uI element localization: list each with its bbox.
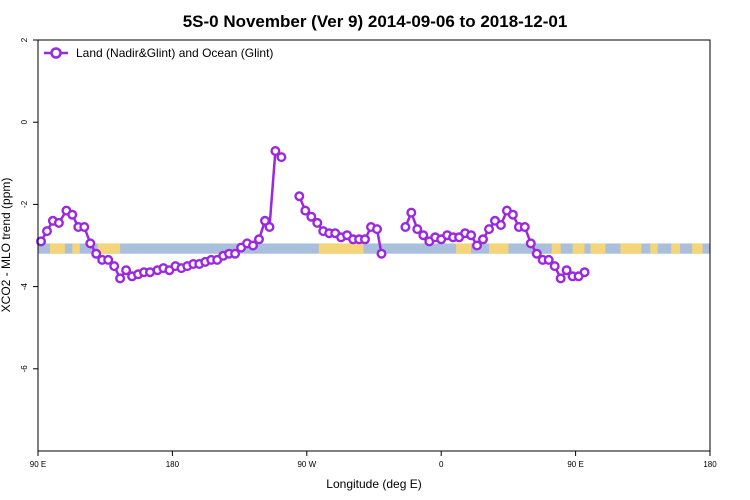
y-axis: 2 0 -2 -4 -6 [20,37,38,372]
data-point-2-14 [484,224,495,235]
data-point-0-0 [36,236,47,247]
land-segment-7 [572,243,585,254]
data-point-0-14 [121,265,132,276]
land-segment-6 [551,243,561,254]
data-point-2-2 [412,224,423,235]
y-tick-label-4: -6 [20,365,29,373]
data-point-2-12 [472,240,483,251]
data-point-1-2 [306,211,317,222]
x-tick-label-2: 90 W [297,460,316,469]
land-segment-9 [620,243,642,254]
data-point-1-0 [294,191,305,202]
ocean-band [38,243,710,254]
data-point-2-25 [549,261,560,272]
legend: Land (Nadir&Glint) and Ocean (Glint) [44,46,273,60]
data-point-2-27 [561,265,572,276]
data-point-0-3 [53,217,64,228]
data-point-1-14 [376,248,387,259]
data-point-1-3 [312,217,323,228]
legend-entry-label: Land (Nadir&Glint) and Ocean (Glint) [76,46,273,60]
data-point-2-0 [400,221,411,232]
data-point-2-24 [543,254,554,265]
x-tick-label-5: 180 [703,460,717,469]
data-point-1-11 [360,234,371,245]
y-tick-label-1: 0 [20,119,29,124]
data-point-1-13 [372,224,383,235]
land-segment-12 [692,243,703,254]
land-segment-1 [72,243,80,254]
data-point-2-30 [579,267,590,278]
data-point-1-1 [300,205,311,216]
data-point-2-1 [406,207,417,218]
data-point-2-16 [495,219,506,230]
data-point-0-37 [260,215,271,226]
data-point-0-36 [253,234,264,245]
data-point-0-38 [264,221,275,232]
legend-marker [50,47,62,59]
x-tick-label-4: 90 E [567,460,583,469]
data-point-2-22 [531,248,542,259]
data-point-0-1 [42,226,53,237]
data-point-0-39 [270,145,281,156]
x-tick-label-0: 90 E [30,460,46,469]
chart-title: 5S-0 November (Ver 9) 2014-09-06 to 2018… [183,12,568,31]
series-layer [36,145,590,284]
data-point-0-12 [109,261,120,272]
data-point-0-7 [79,221,90,232]
y-tick-label-3: -4 [20,282,29,290]
data-point-2-18 [507,209,518,220]
land-segment-2 [97,243,121,254]
land-segment-3 [318,243,364,254]
x-tick-label-1: 180 [166,460,180,469]
land-ocean-band [38,243,710,254]
land-segment-0 [49,243,65,254]
data-point-2-11 [466,230,477,241]
data-point-0-8 [85,238,96,249]
x-axis: 90 E 180 90 W 0 90 E 180 [30,451,717,469]
land-segment-8 [590,243,606,254]
data-point-2-3 [418,230,429,241]
data-point-0-13 [115,273,126,284]
data-point-2-13 [478,234,489,245]
data-point-0-32 [230,248,241,259]
data-point-0-35 [247,240,258,251]
data-point-0-5 [67,209,78,220]
land-segment-4 [456,243,472,254]
y-axis-label: XCO2 - MLO trend (ppm) [0,178,13,313]
data-point-2-26 [555,273,566,284]
data-point-2-21 [525,238,536,249]
data-point-0-40 [276,152,287,163]
land-segment-11 [671,243,681,254]
data-point-0-9 [91,248,102,259]
x-axis-label: Longitude (deg E) [326,477,421,491]
land-segment-10 [650,243,658,254]
data-point-2-20 [519,221,530,232]
x-tick-label-3: 0 [439,460,444,469]
y-tick-label-0: 2 [20,37,29,42]
y-tick-label-2: -2 [20,200,29,208]
data-point-0-11 [103,254,114,265]
land-segment-5 [488,243,509,254]
plot-frame [37,39,711,452]
